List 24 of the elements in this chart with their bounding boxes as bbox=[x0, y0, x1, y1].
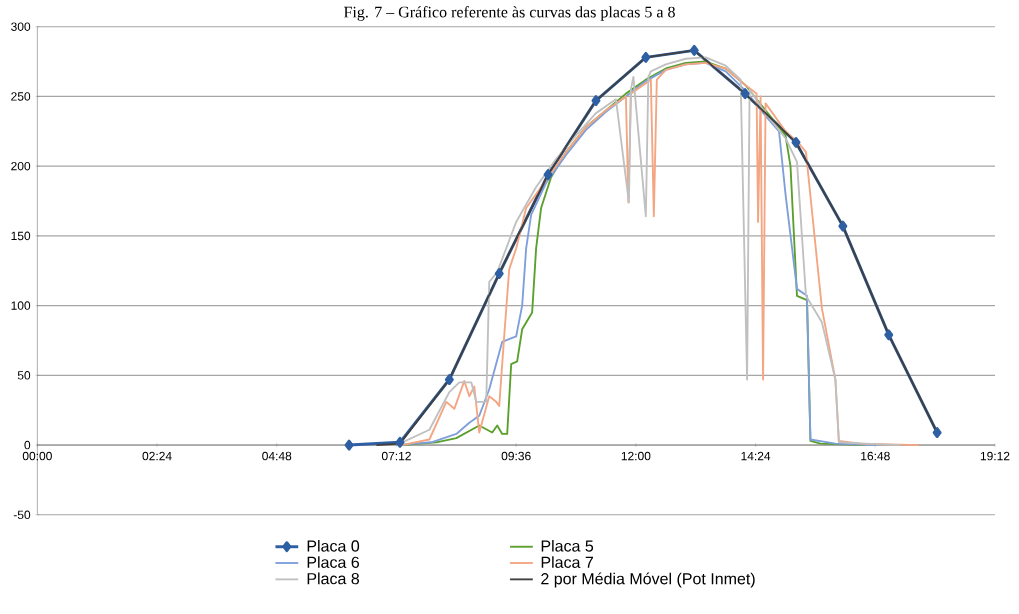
y-tick-label: 200 bbox=[11, 162, 31, 171]
y-tick-label: 250 bbox=[11, 92, 31, 101]
y-tick-label: 150 bbox=[11, 231, 31, 241]
legend-label: Placa 8 bbox=[307, 572, 360, 585]
y-tick-label: 50 bbox=[17, 371, 31, 380]
legend-label: Placa 6 bbox=[307, 556, 360, 569]
chart-title: Fig. 7 – Gráfico referente às curvas das placas 5 a 8 bbox=[343, 6, 675, 21]
x-tick-label: 00:00 bbox=[22, 452, 52, 461]
y-tick-label: -50 bbox=[13, 510, 31, 520]
x-tick-label: 09:36 bbox=[501, 452, 531, 461]
y-tick-label: 300 bbox=[11, 22, 31, 32]
x-tick-label: 19:12 bbox=[980, 452, 1010, 461]
x-tick-label: 14:24 bbox=[741, 452, 771, 461]
x-tick-label: 07:12 bbox=[381, 452, 411, 461]
legend-label: Placa 7 bbox=[541, 556, 593, 569]
legend-label: 2 por Média Móvel (Pot Inmet) bbox=[541, 572, 755, 588]
legend-label: Placa 5 bbox=[541, 540, 594, 552]
y-tick-label: 100 bbox=[11, 301, 31, 311]
x-tick-label: 04:48 bbox=[262, 452, 292, 461]
y-tick-label: 0 bbox=[24, 441, 31, 450]
legend-label: Placa 0 bbox=[307, 540, 360, 552]
x-tick-label: 12:00 bbox=[621, 452, 651, 461]
x-tick-label: 16:48 bbox=[861, 452, 890, 461]
x-tick-label: 02:24 bbox=[142, 452, 172, 461]
